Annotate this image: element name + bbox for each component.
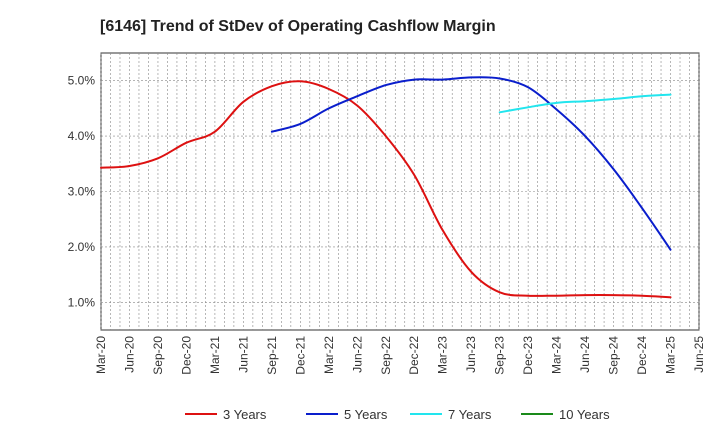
chart-title: [6146] Trend of StDev of Operating Cashf… [100,18,496,35]
x-tick-label: Mar-24 [550,336,564,374]
legend-label: 7 Years [448,407,492,422]
y-tick-label: 2.0% [68,240,96,254]
legend-item-3-years: 3 Years [185,407,267,422]
legend-label: 5 Years [344,407,388,422]
x-tick-label: Jun-24 [578,336,592,373]
x-tick-label: Jun-22 [350,336,364,373]
x-tick-label: Dec-22 [407,336,421,375]
y-axis-ticks: 1.0% 2.0% 3.0% 4.0% 5.0% [68,74,96,310]
series-line-7-years [498,93,672,114]
x-tick-label: Sep-24 [607,336,621,375]
x-tick-label: Dec-20 [179,336,193,375]
x-tick-label: Mar-25 [664,336,678,374]
legend-label: 10 Years [559,407,610,422]
x-tick-label: Jun-21 [236,336,250,373]
legend-item-7-years: 7 Years [410,407,492,422]
legend-item-10-years: 10 Years [521,407,610,422]
legend: 3 Years 5 Years 7 Years 10 Years [185,407,610,422]
x-tick-label: Dec-24 [635,336,649,375]
x-tick-label: Dec-23 [521,336,535,375]
x-tick-label: Jun-25 [692,336,706,373]
x-tick-label: Sep-20 [151,336,165,375]
x-axis-ticks: Mar-20 Jun-20 Sep-20 Dec-20 Mar-21 Jun-21 Sep-… [94,336,706,375]
x-tick-label: Mar-23 [436,336,450,374]
y-tick-label: 3.0% [68,185,96,199]
x-tick-label: Sep-21 [265,336,279,375]
x-tick-label: Mar-22 [322,336,336,374]
x-tick-label: Mar-20 [94,336,108,374]
x-tick-label: Sep-22 [379,336,393,375]
x-tick-label: Sep-23 [493,336,507,375]
legend-item-5-years: 5 Years [306,407,388,422]
series-line-5-years [270,76,672,251]
y-tick-label: 4.0% [68,129,96,143]
y-tick-label: 5.0% [68,74,96,88]
x-tick-label: Jun-20 [122,336,136,373]
x-tick-label: Mar-21 [208,336,222,374]
x-tick-label: Dec-21 [293,336,307,375]
legend-label: 3 Years [223,407,267,422]
series-lines [100,76,672,299]
x-tick-label: Jun-23 [464,336,478,373]
series-line-3-years [100,80,672,299]
y-tick-label: 1.0% [68,295,96,309]
